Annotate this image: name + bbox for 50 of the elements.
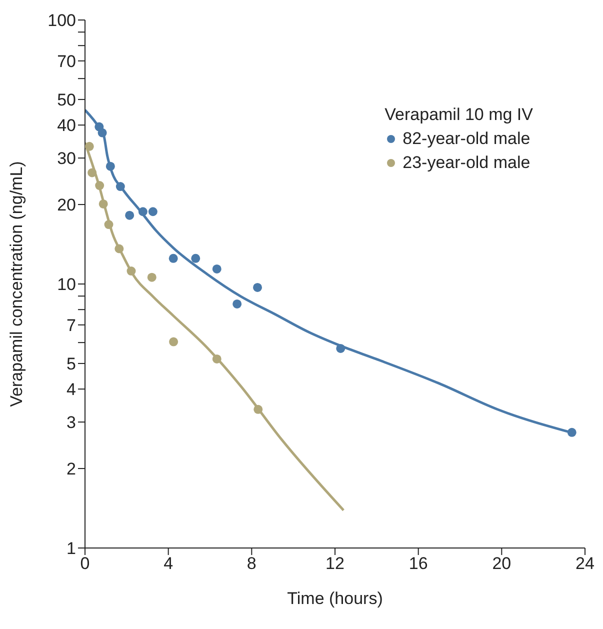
x-tick-label: 4 bbox=[164, 554, 174, 574]
y-tick-label: 2 bbox=[66, 460, 76, 479]
point bbox=[98, 128, 107, 138]
x-tick-label: 16 bbox=[408, 554, 428, 574]
point bbox=[85, 142, 94, 151]
point bbox=[169, 337, 178, 346]
point bbox=[168, 254, 178, 263]
point bbox=[253, 282, 262, 292]
legend-label: 23-year-old male bbox=[402, 152, 530, 174]
x-tick-label: 0 bbox=[80, 554, 90, 574]
point bbox=[116, 182, 125, 192]
point bbox=[212, 264, 222, 274]
y-tick-label: 3 bbox=[66, 413, 76, 432]
point bbox=[88, 168, 97, 178]
x-tick-label: 12 bbox=[326, 554, 344, 574]
point bbox=[104, 220, 114, 230]
point bbox=[125, 210, 134, 220]
y-tick-label: 40 bbox=[57, 116, 76, 136]
x-axis-title: Time (hours) bbox=[287, 589, 383, 608]
x-tick-label: 24 bbox=[576, 554, 594, 574]
point bbox=[147, 272, 156, 282]
y-axis-title: Verapamil concentration (ng/mL) bbox=[7, 161, 26, 407]
point bbox=[336, 344, 346, 353]
point bbox=[98, 199, 108, 208]
y-tick-label: 100 bbox=[48, 11, 76, 30]
legend-title: Verapamil 10 mg IV bbox=[384, 104, 533, 126]
point bbox=[126, 266, 136, 276]
point bbox=[232, 299, 242, 308]
point bbox=[254, 404, 263, 414]
x-tick-label: 8 bbox=[246, 554, 256, 574]
y-tick-label: 30 bbox=[57, 149, 76, 168]
y-tick-label: 7 bbox=[66, 316, 76, 335]
line-series bbox=[85, 141, 345, 512]
point bbox=[567, 428, 576, 437]
point bbox=[138, 207, 148, 216]
y-tick-label: 20 bbox=[57, 196, 76, 215]
y-tick-label: 10 bbox=[57, 275, 76, 294]
y-tick-label: 1 bbox=[66, 539, 76, 558]
point bbox=[95, 181, 104, 190]
point bbox=[148, 207, 158, 216]
point bbox=[212, 354, 222, 364]
y-tick-label: 50 bbox=[57, 90, 76, 110]
point bbox=[114, 244, 124, 254]
point bbox=[106, 162, 115, 171]
x-tick-label: 20 bbox=[492, 554, 512, 574]
y-tick-label: 5 bbox=[66, 354, 76, 374]
point bbox=[191, 254, 200, 263]
legend-label: 82-year-old male bbox=[402, 128, 530, 150]
y-tick-label: 70 bbox=[57, 52, 76, 71]
y-tick-label: 4 bbox=[66, 380, 76, 400]
